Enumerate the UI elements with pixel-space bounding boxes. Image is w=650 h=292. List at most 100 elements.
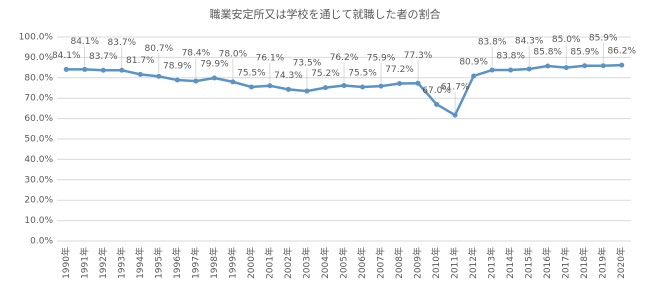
y-tick-label: 60.0% (24, 114, 53, 124)
point (600, 63, 606, 69)
point (545, 63, 551, 69)
point (434, 101, 440, 107)
data-label: 74.3% (274, 71, 303, 81)
data-label: 75.5% (348, 68, 377, 78)
data-label: 77.3% (404, 51, 433, 61)
point (211, 75, 217, 81)
data-label: 75.5% (237, 68, 266, 78)
y-tick-label: 20.0% (24, 196, 53, 206)
x-tick-label: 2003年 (300, 247, 312, 279)
x-tick-label: 2007年 (375, 247, 387, 279)
point (119, 67, 125, 73)
y-tick-label: 30.0% (24, 175, 53, 185)
data-label: 80.7% (145, 44, 174, 54)
data-label: 84.1% (52, 51, 81, 61)
x-tick-label: 2010年 (430, 247, 442, 279)
data-label: 61.7% (441, 83, 470, 93)
data-label: 76.1% (256, 53, 285, 63)
data-label: 78.4% (182, 49, 211, 59)
data-label: 75.2% (311, 69, 340, 79)
point (100, 67, 106, 73)
x-tick-label: 1991年 (78, 247, 90, 279)
data-label: 77.2% (385, 65, 414, 75)
point (230, 79, 236, 85)
x-tick-label: 2015年 (523, 247, 535, 279)
data-label: 85.9% (570, 47, 599, 57)
data-label: 67.0% (422, 86, 451, 96)
x-tick-label: 1994年 (134, 247, 146, 279)
data-label: 83.8% (496, 52, 525, 62)
x-tick-label: 1996年 (171, 247, 183, 279)
point (137, 71, 143, 77)
y-tick-label: 50.0% (24, 135, 53, 145)
point (378, 83, 384, 89)
data-label: 78.9% (163, 62, 192, 72)
x-tick-label: 2004年 (319, 247, 331, 279)
data-label: 73.5% (293, 59, 322, 69)
x-tick-label: 2014年 (504, 247, 516, 279)
x-tick-label: 1990年 (60, 247, 72, 279)
data-label: 83.7% (89, 52, 118, 62)
x-tick-label: 2008年 (393, 247, 405, 279)
y-tick-label: 100.0% (19, 33, 54, 43)
x-tick-label: 2001年 (263, 247, 275, 279)
x-tick-label: 2005年 (338, 247, 350, 279)
data-label: 83.7% (108, 38, 137, 48)
chart-title: 職業安定所又は学校を通じて就職した者の割合 (210, 7, 441, 21)
data-label: 85.9% (589, 33, 618, 43)
y-tick-label: 10.0% (24, 216, 53, 226)
x-tick-label: 1995年 (152, 247, 164, 279)
y-tick-label: 70.0% (24, 94, 53, 104)
y-tick-label: 40.0% (24, 155, 53, 165)
point (322, 85, 328, 91)
x-tick-label: 1993年 (115, 247, 127, 279)
point (582, 63, 588, 69)
point (341, 83, 347, 89)
point (267, 83, 273, 89)
x-tick-label: 2000年 (245, 247, 257, 279)
point (471, 73, 477, 79)
y-tick-label: 90.0% (24, 53, 53, 63)
x-tick-label: 1999年 (226, 247, 238, 279)
point (415, 80, 421, 86)
data-label: 85.8% (533, 47, 562, 57)
data-label: 75.9% (367, 54, 396, 64)
point (452, 112, 458, 118)
x-tick-label: 1997年 (189, 247, 201, 279)
data-label: 86.2% (607, 47, 636, 57)
data-label: 83.8% (478, 38, 507, 48)
data-label: 84.3% (515, 37, 544, 47)
x-tick-label: 2018年 (578, 247, 590, 279)
x-tick-label: 2006年 (356, 247, 368, 279)
data-label: 79.9% (200, 60, 229, 70)
y-tick-label: 0.0% (30, 237, 53, 247)
x-tick-label: 2020年 (615, 247, 627, 279)
x-tick-label: 2016年 (541, 247, 553, 279)
point (619, 62, 625, 68)
point (193, 78, 199, 84)
data-label: 84.1% (70, 37, 99, 47)
y-tick-label: 80.0% (24, 73, 53, 83)
point (563, 65, 569, 71)
x-tick-label: 2011年 (449, 247, 461, 279)
data-label: 80.9% (459, 57, 488, 67)
data-label: 85.0% (552, 35, 581, 45)
x-tick-label: 1992年 (97, 247, 109, 279)
x-tick-label: 2009年 (412, 247, 424, 279)
x-tick-label: 1998年 (208, 247, 220, 279)
point (174, 77, 180, 83)
x-tick-label: 2002年 (282, 247, 294, 279)
point (489, 67, 495, 73)
data-label: 76.2% (330, 53, 359, 63)
point (248, 84, 254, 90)
data-label: 81.7% (126, 56, 155, 66)
x-tick-label: 2013年 (486, 247, 498, 279)
point (304, 88, 310, 94)
point (526, 66, 532, 72)
x-tick-label: 2012年 (467, 247, 479, 279)
point (397, 81, 403, 87)
x-tick-label: 2017年 (560, 247, 572, 279)
x-tick-label: 2019年 (597, 247, 609, 279)
